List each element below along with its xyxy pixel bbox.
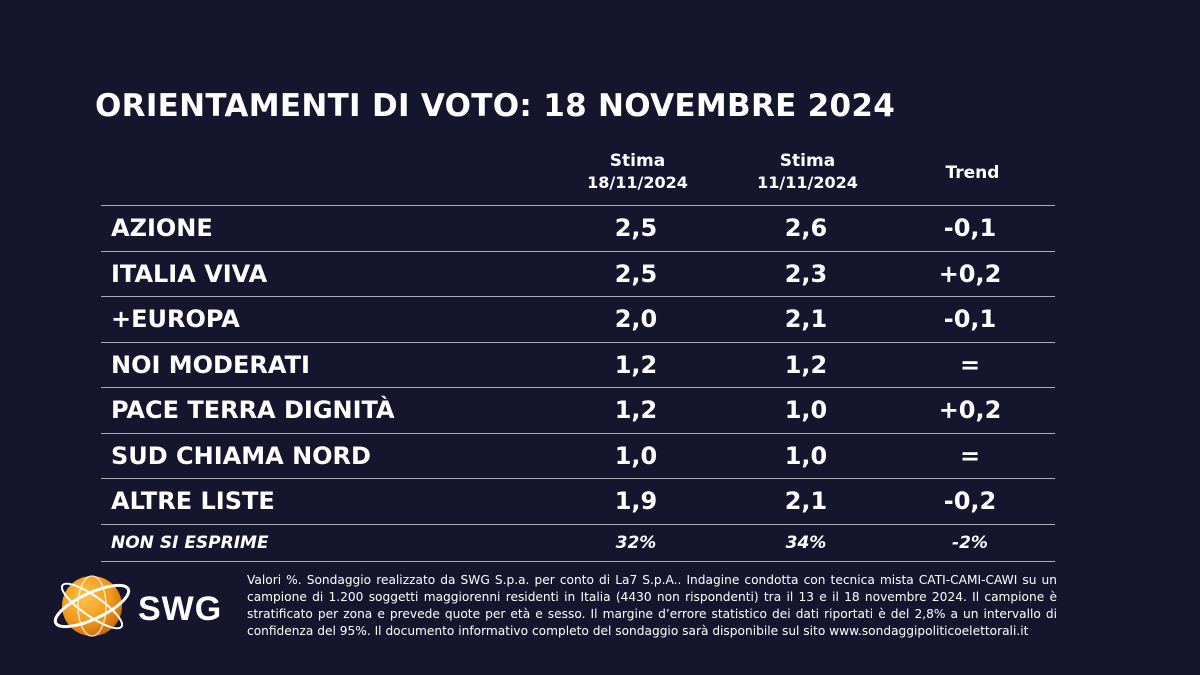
stima-previous: 1,0: [784, 441, 828, 470]
table-row: ITALIA VIVA 2,5 2,3 +0,2: [101, 252, 1055, 297]
methodology-footnote: Valori %. Sondaggio realizzato da SWG S.…: [247, 573, 1057, 638]
stima-current: 1,2: [614, 350, 658, 379]
stima-current: 32%: [615, 532, 657, 553]
trend-value: -0,1: [943, 214, 997, 242]
table-row: NOI MODERATI 1,2 1,2 =: [101, 343, 1055, 388]
trend-value: +0,2: [938, 259, 1002, 288]
party-name: AZIONE: [111, 214, 213, 242]
party-name: ALTRE LISTE: [111, 487, 275, 515]
table-row-non-si-esprime: NON SI ESPRIME 32% 34% -2%: [101, 525, 1055, 562]
trend-value: -0,2: [943, 487, 997, 515]
column-header-line1: Stima: [609, 151, 666, 171]
party-name: +EUROPA: [111, 305, 240, 333]
party-name: ITALIA VIVA: [111, 259, 268, 288]
stima-previous: 1,2: [784, 350, 828, 379]
stima-current: 2,5: [614, 214, 658, 242]
swg-globe-logo-icon: [53, 575, 131, 637]
table-row: ALTRE LISTE 1,9 2,1 -0,2: [101, 479, 1055, 525]
column-header-line1: Stima: [779, 151, 836, 171]
table-row: AZIONE 2,5 2,6 -0,1: [101, 206, 1055, 252]
stima-previous: 2,1: [784, 305, 828, 333]
stima-previous: 2,6: [784, 214, 828, 242]
stima-current: 2,5: [614, 259, 658, 288]
stima-current: 1,2: [614, 396, 658, 424]
trend-value: =: [959, 350, 981, 379]
stima-previous: 34%: [785, 532, 827, 553]
party-name: PACE TERRA DIGNITÀ: [111, 396, 395, 424]
stima-previous: 2,3: [784, 259, 828, 288]
stima-current: 1,0: [614, 441, 658, 470]
poll-table: AZIONE 2,5 2,6 -0,1 ITALIA VIVA 2,5 2,3 …: [101, 205, 1055, 562]
stima-current: 2,0: [614, 305, 658, 333]
table-top-rule: [101, 205, 1055, 206]
column-header-line2: 11/11/2024: [757, 173, 858, 192]
table-row: SUD CHIAMA NORD 1,0 1,0 =: [101, 434, 1055, 479]
column-header-line2: 18/11/2024: [587, 173, 688, 192]
party-name: NON SI ESPRIME: [111, 532, 269, 553]
trend-value: -0,1: [943, 305, 997, 333]
table-row: +EUROPA 2,0 2,1 -0,1: [101, 297, 1055, 343]
trend-value: +0,2: [938, 396, 1002, 424]
page-title: ORIENTAMENTI DI VOTO: 18 NOVEMBRE 2024: [95, 88, 896, 124]
table-row: PACE TERRA DIGNITÀ 1,2 1,0 +0,2: [101, 388, 1055, 434]
party-name: SUD CHIAMA NORD: [111, 441, 371, 470]
stima-previous: 2,1: [784, 487, 828, 515]
column-header-trend: Trend: [945, 163, 1000, 183]
column-header-stima-11-11: Stima 11/11/2024: [725, 150, 890, 194]
column-header-stima-18-11: Stima 18/11/2024: [555, 150, 720, 194]
trend-value: -2%: [952, 532, 988, 553]
trend-value: =: [959, 441, 981, 470]
stima-previous: 1,0: [784, 396, 828, 424]
stima-current: 1,9: [614, 487, 658, 515]
party-name: NOI MODERATI: [111, 350, 310, 379]
swg-logo-text: SWG: [138, 590, 223, 628]
